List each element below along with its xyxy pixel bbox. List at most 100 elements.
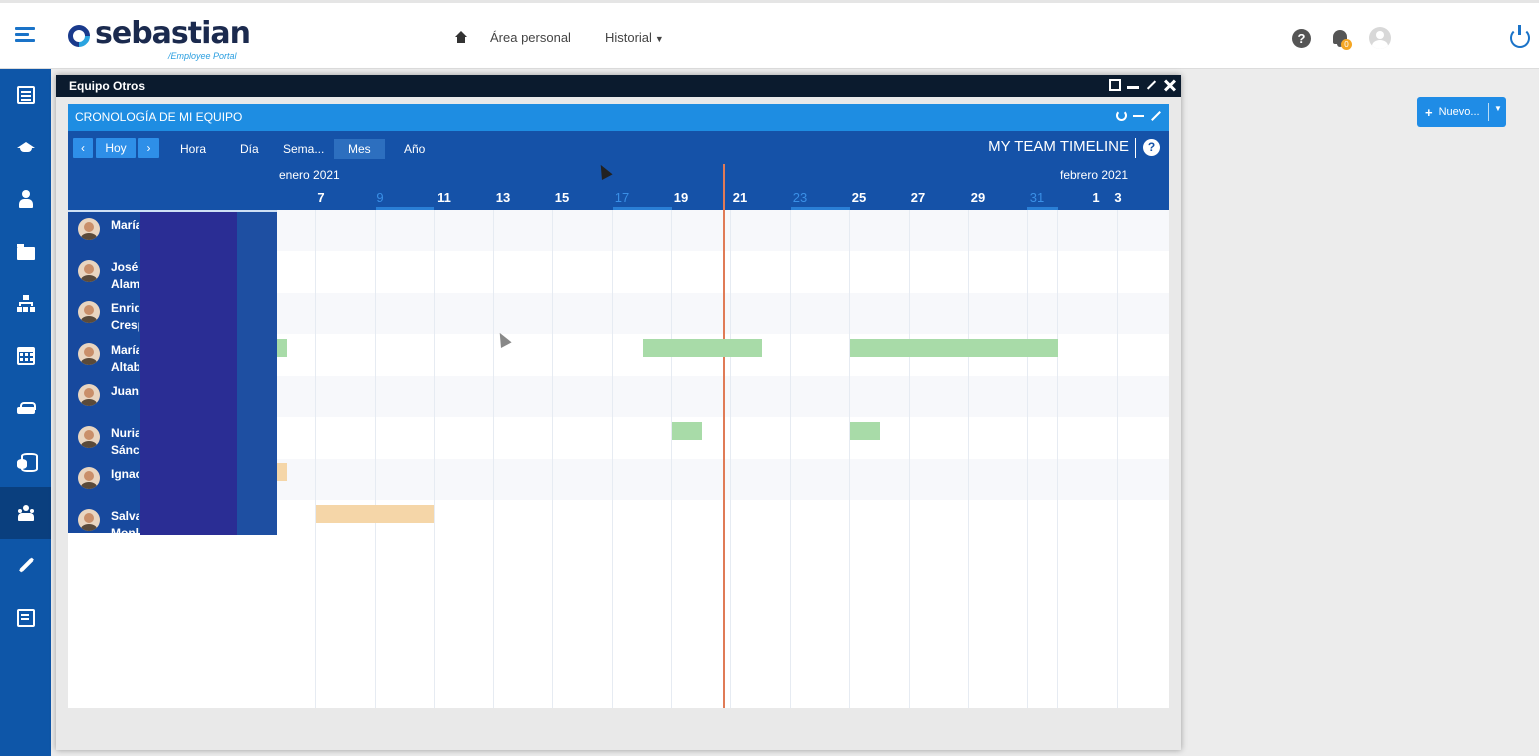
panel-header: CRONOLOGÍA DE MI EQUIPO xyxy=(68,104,1169,131)
person-row[interactable]: Nuria Sánch xyxy=(68,420,277,461)
car-icon xyxy=(16,399,36,417)
panel-title: CRONOLOGÍA DE MI EQUIPO xyxy=(75,110,243,124)
help-icon[interactable]: ? xyxy=(1292,28,1311,48)
day-gridline xyxy=(1027,210,1028,708)
sidebar-item-organization[interactable] xyxy=(0,278,51,330)
logo-subtitle: /Employee Portal xyxy=(168,51,237,61)
day-label: 27 xyxy=(910,190,926,205)
view-year[interactable]: Año xyxy=(404,142,426,156)
day-label: 3 xyxy=(1114,190,1122,205)
sidebar-item-documents[interactable] xyxy=(0,69,51,121)
new-button-separator xyxy=(1488,103,1489,121)
weekend-underline xyxy=(376,207,434,210)
coins-icon xyxy=(16,452,38,472)
person-avatar xyxy=(78,259,100,282)
person-row[interactable]: María xyxy=(68,212,277,253)
sidebar-item-files[interactable] xyxy=(0,226,51,278)
sidebar-item-payroll[interactable] xyxy=(0,435,51,487)
new-button-label: Nuevo... xyxy=(1438,106,1480,118)
person-avatar xyxy=(78,425,100,448)
help-icon[interactable]: ? xyxy=(1143,139,1160,156)
new-button[interactable]: + Nuevo... ▼ xyxy=(1417,97,1506,127)
today-marker xyxy=(723,164,725,708)
day-gridline xyxy=(612,210,613,708)
day-gridline xyxy=(968,210,969,708)
nav-history[interactable]: Historial ▼ xyxy=(605,30,664,45)
team-icon xyxy=(17,504,35,522)
bell-icon[interactable]: 0 xyxy=(1331,29,1352,50)
top-bar: sebastian /Employee Portal Área personal… xyxy=(0,0,1539,69)
timeline-panel: CRONOLOGÍA DE MI EQUIPO ‹ Hoy › Hora Día… xyxy=(68,104,1169,708)
day-gridline xyxy=(375,210,376,708)
nav-personal-area[interactable]: Área personal xyxy=(490,30,571,45)
sidebar-item-training[interactable] xyxy=(0,121,51,173)
next-button[interactable]: › xyxy=(138,138,159,158)
weekend-underline xyxy=(1027,207,1058,210)
expand-icon[interactable] xyxy=(1150,110,1161,121)
person-row[interactable]: Salva Monl xyxy=(68,503,277,544)
close-icon[interactable] xyxy=(1163,79,1175,91)
view-week[interactable]: Sema... xyxy=(283,142,325,156)
person-name: Salva Monl xyxy=(111,508,139,540)
day-gridline xyxy=(552,210,553,708)
logo-mark-icon xyxy=(63,20,95,52)
minimize-icon[interactable] xyxy=(1127,79,1139,91)
main-nav: Área personal Historial ▼ xyxy=(454,30,698,45)
day-label: 9 xyxy=(376,190,384,205)
absence-bar-pending[interactable] xyxy=(316,504,434,523)
absence-bar-approved[interactable] xyxy=(850,421,880,440)
person-row[interactable]: Enriq Cresp xyxy=(68,295,277,336)
home-icon[interactable] xyxy=(454,30,468,45)
person-name: Nuria Sánch xyxy=(111,425,139,457)
user-avatar[interactable] xyxy=(1369,27,1391,49)
absence-bar-approved[interactable] xyxy=(277,338,287,357)
absence-bar-approved[interactable] xyxy=(672,421,702,440)
window: Equipo Otros CRONOLOGÍA DE MI EQUIPO ‹ H… xyxy=(56,75,1181,750)
view-hour[interactable]: Hora xyxy=(180,142,207,156)
timeline-title: MY TEAM TIMELINE xyxy=(988,138,1129,155)
person-avatar xyxy=(78,384,100,406)
view-month[interactable]: Mes xyxy=(334,139,385,159)
sidebar-item-travel[interactable] xyxy=(0,539,51,591)
day-gridline xyxy=(909,210,910,708)
day-gridline xyxy=(730,210,731,708)
notification-badge: 0 xyxy=(1341,38,1352,50)
minimize-icon[interactable] xyxy=(1133,110,1144,121)
prev-button[interactable]: ‹ xyxy=(73,138,93,158)
day-label: 31 xyxy=(1029,190,1045,205)
person-row[interactable]: María Altab xyxy=(68,337,277,378)
sidebar-item-calendar[interactable] xyxy=(0,330,51,382)
menu-toggle-icon[interactable] xyxy=(15,27,35,43)
person-row[interactable]: Ignac xyxy=(68,461,277,502)
org-chart-icon xyxy=(16,295,35,313)
sidebar-item-team[interactable] xyxy=(0,487,51,539)
panel-controls xyxy=(1116,110,1161,121)
caret-down-icon[interactable]: ▼ xyxy=(1494,104,1502,113)
name-overlay xyxy=(140,212,237,535)
maximize-icon[interactable] xyxy=(1145,79,1157,91)
window-controls xyxy=(1109,79,1175,91)
absence-bar-pending[interactable] xyxy=(277,463,287,481)
absence-bar-approved[interactable] xyxy=(850,338,1058,357)
person-avatar xyxy=(78,467,100,489)
absence-bar-approved[interactable] xyxy=(643,338,762,357)
sidebar-item-requests[interactable] xyxy=(0,592,51,644)
sidebar-item-vehicles[interactable] xyxy=(0,382,51,434)
day-label: 7 xyxy=(317,190,325,205)
restore-icon[interactable] xyxy=(1109,79,1121,91)
day-label: 19 xyxy=(673,190,689,205)
day-label: 23 xyxy=(792,190,808,205)
refresh-icon[interactable] xyxy=(1116,110,1127,121)
today-button[interactable]: Hoy xyxy=(96,138,136,158)
sidebar-item-profile[interactable] xyxy=(0,173,51,225)
view-day[interactable]: Día xyxy=(240,142,259,156)
plus-icon: + xyxy=(1425,104,1433,120)
person-name: Enriq Cresp xyxy=(111,301,139,332)
person-row[interactable]: José I Alam xyxy=(68,254,277,295)
day-label: 15 xyxy=(554,190,570,205)
person-name: Juan C xyxy=(111,384,139,398)
power-icon[interactable] xyxy=(1510,25,1530,48)
day-gridline xyxy=(1117,210,1118,708)
person-avatar xyxy=(78,218,100,240)
person-row[interactable]: Juan C xyxy=(68,378,277,419)
